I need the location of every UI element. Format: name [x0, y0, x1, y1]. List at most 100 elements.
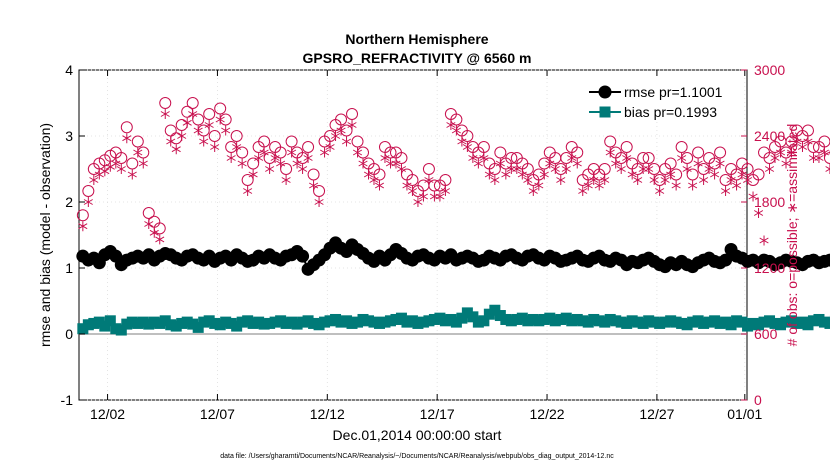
rmse-point	[719, 253, 733, 267]
assimilated-point	[572, 158, 582, 169]
assimilated-point	[111, 158, 121, 169]
assimilated-point	[792, 136, 802, 147]
assimilated-point	[402, 180, 412, 191]
possible-point	[686, 168, 699, 181]
possible-point	[384, 146, 397, 159]
assimilated-point	[369, 175, 379, 185]
assimilated-point	[550, 164, 560, 174]
assimilated-point	[259, 147, 269, 158]
possible-point	[571, 146, 584, 159]
assimilated-point	[407, 186, 418, 196]
assimilated-point	[710, 169, 720, 180]
possible-point	[714, 146, 727, 159]
assimilated-point	[265, 164, 275, 174]
assimilated-point	[155, 234, 165, 245]
assimilated-point	[819, 147, 830, 158]
assimilated-point	[523, 175, 533, 185]
assimilated-point	[144, 219, 154, 229]
possible-point	[604, 135, 617, 148]
possible-point	[439, 174, 452, 186]
assimilated-point	[578, 186, 588, 196]
possible-point	[692, 146, 705, 159]
assimilated-point	[149, 227, 159, 238]
assimilated-point	[193, 125, 203, 136]
legend: rmse pr=1.1001 bias pr=0.1993	[585, 78, 739, 122]
series-assimilated	[78, 109, 830, 246]
possible-point	[159, 97, 172, 109]
assimilated-point	[644, 164, 654, 174]
possible-point	[494, 146, 507, 159]
possible-point	[461, 130, 474, 142]
assimilated-point	[484, 169, 494, 180]
assimilated-point	[440, 186, 450, 196]
assimilated-point	[457, 136, 467, 147]
assimilated-point	[517, 169, 527, 180]
possible-point	[208, 130, 221, 142]
legend-rmse-marker	[598, 85, 612, 99]
assimilated-point	[182, 117, 192, 128]
assimilated-point	[468, 153, 478, 163]
assimilated-point	[814, 153, 824, 163]
possible-point	[230, 130, 243, 142]
y-tick-label: 3	[65, 128, 73, 144]
rmse-point	[823, 253, 830, 267]
possible-point	[406, 174, 419, 186]
assimilated-point	[424, 175, 434, 185]
assimilated-point	[336, 125, 346, 136]
assimilated-point	[666, 169, 676, 180]
assimilated-point	[611, 158, 621, 169]
assimilated-point	[226, 153, 236, 163]
assimilated-point	[649, 175, 659, 185]
assimilated-point	[451, 125, 461, 136]
possible-point	[637, 152, 650, 164]
legend-bias-marker	[599, 106, 611, 118]
data-file-footer: data file: /Users/gharamti/Documents/NCA…	[220, 453, 614, 460]
possible-point	[313, 185, 326, 197]
assimilated-point	[308, 180, 319, 191]
possible-point	[477, 141, 490, 153]
possible-point	[214, 102, 227, 115]
assimilated-point	[89, 175, 99, 185]
assimilated-point	[803, 136, 813, 147]
possible-point	[192, 113, 205, 126]
assimilated-point	[600, 175, 610, 185]
assimilated-point	[177, 131, 187, 141]
rmse-point	[296, 249, 310, 263]
assimilated-point	[116, 164, 126, 174]
assimilated-point	[347, 120, 357, 130]
y2-axis-ticks: 0 600 1200 1800 2400 3000	[741, 62, 785, 408]
possible-point	[521, 163, 534, 175]
series-possible	[76, 97, 830, 235]
assimilated-point	[677, 153, 687, 163]
possible-point	[302, 141, 315, 153]
y-tick-label: 2	[65, 194, 73, 210]
series-bias	[77, 304, 830, 336]
assimilated-point	[748, 191, 758, 202]
assimilated-point	[298, 164, 308, 174]
assimilated-point	[759, 235, 769, 246]
x-tick-label: 12/17	[420, 406, 455, 422]
assimilated-point	[341, 136, 352, 147]
assimilated-point	[786, 147, 797, 158]
assimilated-point	[528, 186, 538, 196]
assimilated-point	[655, 186, 665, 196]
possible-point	[664, 157, 677, 170]
possible-point	[247, 157, 260, 170]
assimilated-point	[413, 197, 423, 207]
y-axis-ticks: -1 0 1 2 3 4	[61, 62, 85, 408]
assimilated-point	[160, 109, 170, 119]
y2-tick-label: 1800	[754, 194, 785, 210]
assimilated-point	[374, 180, 385, 191]
assimilated-point	[726, 175, 736, 185]
chart-title: Northern Hemisphere	[345, 31, 488, 47]
assimilated-point	[281, 175, 291, 185]
assimilated-point	[589, 175, 599, 185]
possible-point	[422, 163, 435, 175]
assimilated-point	[363, 169, 374, 180]
possible-point	[807, 141, 820, 153]
assimilated-point	[770, 153, 780, 163]
assimilated-point	[314, 197, 324, 207]
assimilated-point	[627, 169, 637, 180]
assimilated-point	[462, 142, 472, 152]
